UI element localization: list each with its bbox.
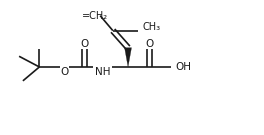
Text: O: O xyxy=(60,67,69,77)
Text: CH₃: CH₃ xyxy=(142,22,160,32)
Text: OH: OH xyxy=(175,62,191,72)
Text: NH: NH xyxy=(95,67,110,77)
Polygon shape xyxy=(125,48,131,67)
Text: =CH₂: =CH₂ xyxy=(82,11,108,21)
Text: O: O xyxy=(81,39,89,49)
Text: O: O xyxy=(145,39,154,49)
